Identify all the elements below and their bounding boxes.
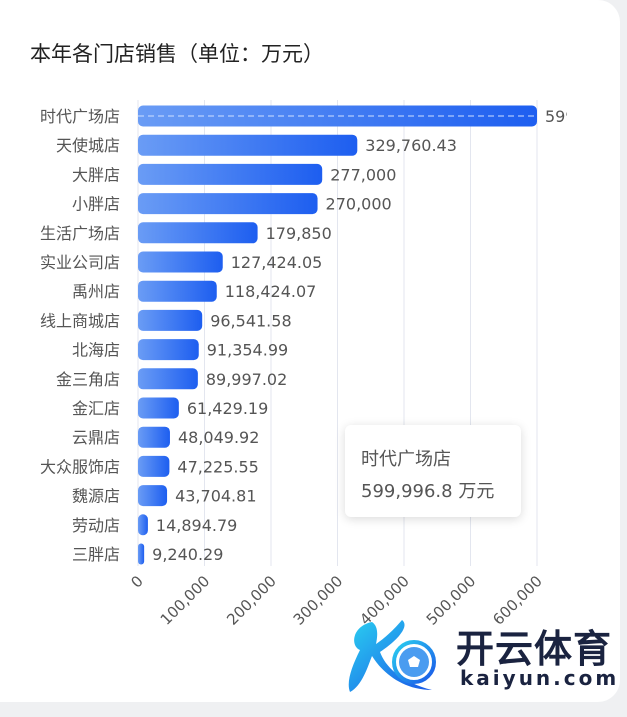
bar-value-label: 329,760.43 (365, 136, 457, 155)
bar (138, 222, 258, 244)
bar (138, 134, 358, 156)
bar (138, 339, 199, 361)
bar-value-label: 61,429.19 (187, 399, 268, 418)
bar (138, 193, 318, 215)
logo-en-text: kaiyun.com (460, 666, 620, 690)
bar (138, 485, 168, 507)
y-category-label: 大众服饰店 (40, 457, 120, 476)
logo-cn-text: 开云体育 (456, 627, 613, 671)
y-category-label: 天使城店 (56, 136, 120, 155)
y-category-label: 北海店 (72, 341, 120, 360)
bar (138, 280, 217, 302)
bar (138, 514, 148, 536)
bar-value-label: 277,000 (330, 165, 396, 184)
bar (138, 309, 203, 331)
bar-value-label: 270,000 (326, 195, 392, 214)
tooltip-name: 时代广场店 (361, 449, 451, 470)
tooltip-value: 599,996.8 万元 (361, 481, 495, 502)
chart-card: 本年各门店销售（单位：万元） 0 100,000 200,000 300,000 400… (0, 0, 620, 702)
bar (138, 455, 170, 477)
bar-value-label: 179,850 (266, 224, 332, 243)
bar (138, 543, 145, 565)
y-category-label: 大胖店 (72, 165, 120, 184)
bar-value-label: 96,541.58 (210, 311, 291, 330)
x-tick-label: 100,000 (157, 572, 214, 629)
y-category-label: 生活广场店 (40, 224, 120, 243)
bar-value-label: 43,704.81 (175, 487, 256, 506)
bar-value-label: 599,996.8 (545, 107, 626, 126)
y-category-label: 云鼎店 (72, 428, 120, 447)
x-tick-label: 0 (127, 572, 146, 591)
chart-title: 本年各门店销售（单位：万元） (30, 42, 324, 66)
bar (138, 368, 198, 390)
bar-value-label: 91,354.99 (207, 341, 288, 360)
x-tick-label: 200,000 (223, 572, 280, 629)
logo-k-ball-icon (348, 620, 436, 692)
bar-value-label: 48,049.92 (178, 428, 259, 447)
y-category-label: 禹州店 (72, 282, 120, 301)
y-category-label: 劳动店 (72, 516, 120, 535)
y-category-label: 金三角店 (56, 370, 120, 389)
y-category-label: 线上商城店 (40, 311, 120, 330)
bar (138, 251, 223, 273)
bar-value-label: 127,424.05 (231, 253, 323, 272)
y-category-label: 金汇店 (72, 399, 120, 418)
tooltip: 时代广场店 599,996.8 万元 (345, 425, 521, 517)
bar (138, 105, 537, 127)
bar-value-label: 14,894.79 (156, 516, 237, 535)
y-category-label: 三胖店 (72, 545, 120, 564)
y-category-label: 魏源店 (72, 487, 120, 506)
y-category-label: 实业公司店 (40, 253, 120, 272)
bar-value-label: 89,997.02 (206, 370, 287, 389)
x-tick-label: 300,000 (290, 572, 347, 629)
bar-value-label: 9,240.29 (152, 545, 223, 564)
kaiyun-logo: 开云体育 kaiyun.com (342, 616, 618, 696)
bar (138, 397, 179, 419)
bar-value-label: 47,225.55 (177, 457, 258, 476)
y-category-label: 小胖店 (72, 195, 120, 214)
bar (138, 163, 323, 185)
y-category-label: 时代广场店 (40, 107, 120, 126)
bar (138, 426, 170, 448)
bar-value-label: 118,424.07 (225, 282, 317, 301)
